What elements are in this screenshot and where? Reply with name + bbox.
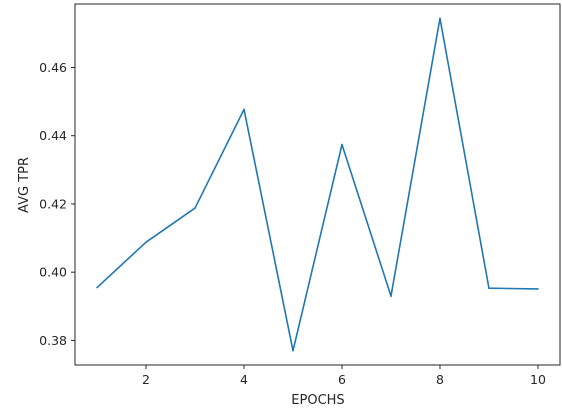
data-point <box>96 286 98 289</box>
y-tick-label: 0.44 <box>39 128 67 143</box>
plot-area <box>74 3 561 366</box>
data-point <box>145 241 147 243</box>
x-tick-label: 6 <box>338 372 346 387</box>
x-axis: 2 4 6 8 10 <box>142 365 546 387</box>
y-axis-label: AVG TPR <box>17 157 32 213</box>
y-tick-label: 0.38 <box>39 333 67 348</box>
y-tick-label: 0.42 <box>39 196 67 211</box>
x-tick-label: 2 <box>142 372 150 387</box>
data-point <box>341 143 343 146</box>
y-tick-label: 0.46 <box>39 60 67 75</box>
data-point <box>488 287 490 290</box>
data-point <box>243 108 245 111</box>
data-point <box>194 207 196 209</box>
y-tick-label: 0.40 <box>39 265 67 280</box>
y-axis: 0.38 0.40 0.42 0.44 0.46 <box>39 60 75 348</box>
data-point <box>390 295 392 297</box>
x-tick-label: 4 <box>240 372 248 387</box>
data-point <box>439 17 441 20</box>
series-line <box>96 17 538 352</box>
data-point <box>292 349 294 352</box>
x-axis-label: EPOCHS <box>291 393 344 408</box>
x-tick-label: 10 <box>530 372 546 387</box>
x-tick-label: 8 <box>436 372 444 387</box>
data-point <box>537 288 539 290</box>
